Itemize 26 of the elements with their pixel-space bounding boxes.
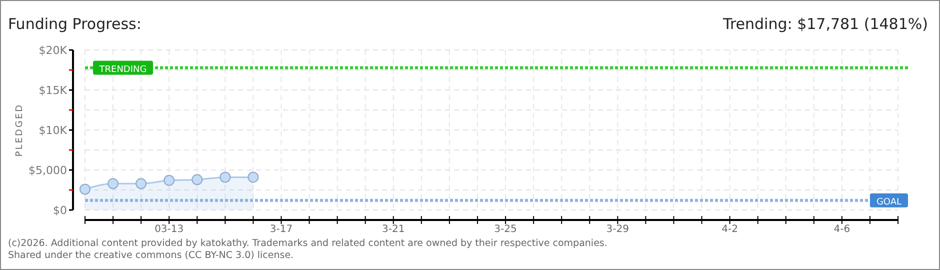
point xyxy=(220,172,231,183)
point xyxy=(108,178,119,190)
text: Shared under the creative commons (CC BY-NC 3.0) license. xyxy=(8,250,294,261)
x-tick-label: 3-21 xyxy=(382,224,405,235)
y-tick-label: $10K xyxy=(38,124,68,137)
x-tick-label: 3-25 xyxy=(494,224,517,235)
x-tick-label: 4-6 xyxy=(834,224,850,235)
y-axis-title: PLEDGED xyxy=(15,103,25,157)
x-tick-label: 3-29 xyxy=(606,224,630,235)
point xyxy=(192,174,203,186)
y-tick-label: $20K xyxy=(38,44,68,57)
ref-line-label: TRENDING xyxy=(98,64,147,75)
point xyxy=(80,184,90,195)
x-tick-label: 03-13 xyxy=(154,224,184,235)
point xyxy=(136,178,147,190)
y-tick-label: $0 xyxy=(53,204,67,217)
point xyxy=(164,174,175,186)
chart-subtitle: Trending: $17,781 (1481%) xyxy=(722,15,928,33)
text: (c)2026. Additional content provided by katokathy. Trademarks and related content are owned by their respective companies. xyxy=(8,238,608,249)
y-tick-label: $5,000 xyxy=(28,164,67,177)
x-tick-label: 4-2 xyxy=(722,224,738,235)
y-tick-label: $15K xyxy=(38,84,68,97)
chart-title: Funding Progress: xyxy=(8,15,142,33)
point xyxy=(248,172,259,183)
ref-line-label: GOAL xyxy=(876,197,902,208)
x-tick-label: 3-17 xyxy=(270,224,293,235)
